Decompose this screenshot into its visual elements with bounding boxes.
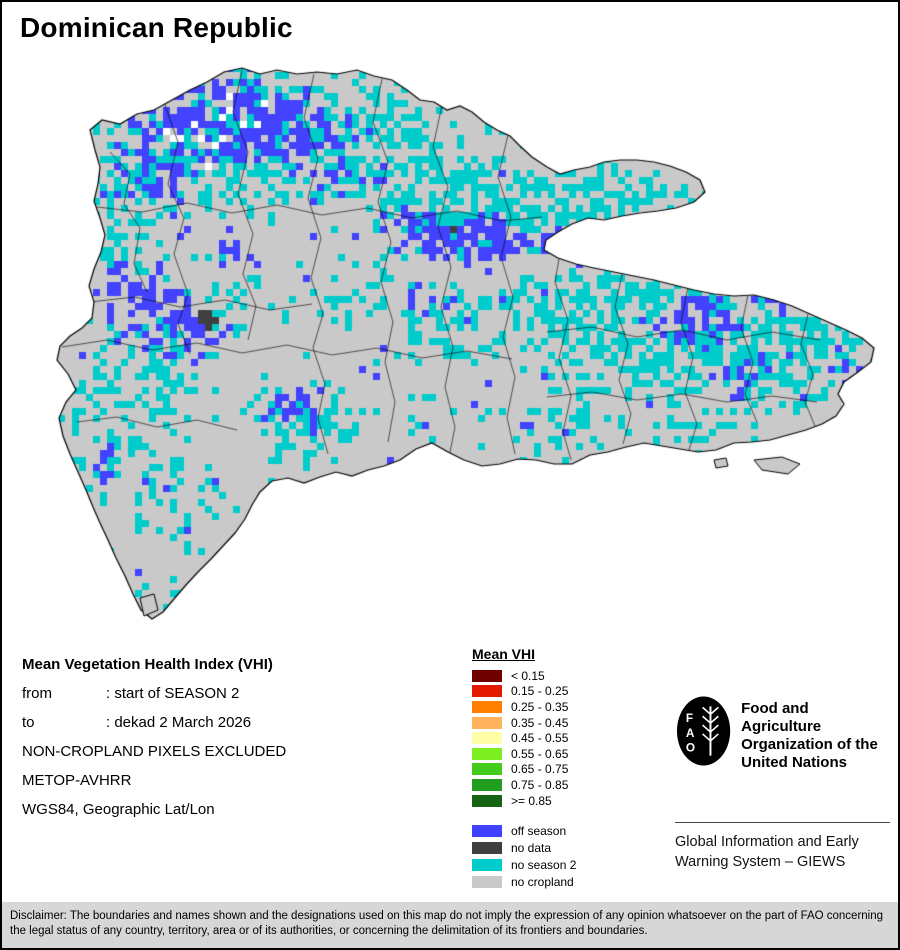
legend-row: 0.75 - 0.85 bbox=[472, 777, 652, 793]
legend-label: >= 0.85 bbox=[511, 793, 552, 808]
fao-name: Food and Agriculture Organization of the… bbox=[741, 700, 890, 772]
legend-swatch bbox=[472, 858, 502, 871]
legend-row: no season 2 bbox=[472, 856, 652, 873]
noncropland-note: NON-CROPLAND PIXELS EXCLUDED bbox=[22, 743, 287, 760]
giews-line-1: Global Information and Early bbox=[675, 834, 859, 850]
giews-name: Global Information and Early Warning Sys… bbox=[675, 832, 890, 872]
legend-label: 0.45 - 0.55 bbox=[511, 731, 569, 746]
legend-swatch bbox=[472, 700, 502, 713]
legend-swatch bbox=[472, 778, 502, 791]
fao-name-line-3: United Nations bbox=[741, 754, 847, 771]
legend-row: no cropland bbox=[472, 873, 652, 890]
to-label: to bbox=[22, 714, 35, 731]
legend-label: < 0.15 bbox=[511, 668, 545, 683]
legend-swatch bbox=[472, 794, 502, 807]
legend-label: 0.55 - 0.65 bbox=[511, 746, 569, 761]
map-metadata-block: Mean Vegetation Health Index (VHI) from:… bbox=[22, 650, 452, 824]
legend: Mean VHI < 0.15 0.15 - 0.25 0.25 - 0.35 0.3… bbox=[472, 646, 652, 890]
sensor-note: METOP-AVHRR bbox=[22, 772, 132, 789]
legend-label: no cropland bbox=[511, 874, 574, 889]
legend-label: 0.75 - 0.85 bbox=[511, 777, 569, 792]
legend-swatch bbox=[472, 685, 502, 698]
from-label: from bbox=[22, 685, 52, 702]
legend-swatch bbox=[472, 763, 502, 776]
org-divider bbox=[675, 822, 890, 823]
metadata-from-line: from : start of SEASON 2 bbox=[22, 679, 452, 708]
fao-logo-letter-a: A bbox=[686, 726, 695, 740]
legend-row: 0.35 - 0.45 bbox=[472, 715, 652, 731]
legend-swatch bbox=[472, 732, 502, 745]
legend-label: 0.65 - 0.75 bbox=[511, 762, 569, 777]
vhi-heading: Mean Vegetation Health Index (VHI) bbox=[22, 656, 273, 673]
legend-row: 0.55 - 0.65 bbox=[472, 746, 652, 762]
legend-swatch bbox=[472, 875, 502, 888]
to-value: : dekad 2 March 2026 bbox=[106, 714, 252, 731]
metadata-to-line: to : dekad 2 March 2026 bbox=[22, 708, 452, 737]
legend-label: no data bbox=[511, 840, 552, 855]
legend-row: 0.25 - 0.35 bbox=[472, 699, 652, 715]
legend-row: 0.15 - 0.25 bbox=[472, 684, 652, 700]
legend-label: 0.15 - 0.25 bbox=[511, 684, 569, 699]
legend-label: 0.35 - 0.45 bbox=[511, 715, 569, 730]
projection-note: WGS84, Geographic Lat/Lon bbox=[22, 801, 215, 818]
legend-swatch bbox=[472, 669, 502, 682]
fao-identity: F A O Food and Agriculture Organization … bbox=[675, 694, 890, 772]
legend-row: 0.45 - 0.55 bbox=[472, 730, 652, 746]
legend-gap bbox=[472, 808, 652, 822]
fao-name-line-2: Organization of the bbox=[741, 736, 878, 753]
legend-label: off season bbox=[511, 823, 567, 838]
organization-block: F A O Food and Agriculture Organization … bbox=[675, 694, 890, 872]
page-title: Dominican Republic bbox=[20, 12, 293, 43]
legend-label: 0.25 - 0.35 bbox=[511, 699, 569, 714]
fao-logo-letter-f: F bbox=[686, 711, 693, 725]
legend-swatch bbox=[472, 841, 502, 854]
legend-row: >= 0.85 bbox=[472, 793, 652, 809]
legend-swatch bbox=[472, 747, 502, 760]
legend-row: < 0.15 bbox=[472, 668, 652, 684]
legend-swatch bbox=[472, 716, 502, 729]
legend-categories: off season no data no season 2 no cropland bbox=[472, 822, 652, 890]
legend-row: 0.65 - 0.75 bbox=[472, 762, 652, 778]
legend-swatch bbox=[472, 824, 502, 837]
from-value: : start of SEASON 2 bbox=[106, 685, 240, 702]
legend-row: no data bbox=[472, 839, 652, 856]
legend-row: off season bbox=[472, 822, 652, 839]
disclaimer-bar: Disclaimer: The boundaries and names sho… bbox=[2, 902, 898, 948]
fao-name-line-1: Food and Agriculture bbox=[741, 700, 822, 735]
legend-title: Mean VHI bbox=[472, 646, 536, 662]
legend-label: no season 2 bbox=[511, 857, 577, 872]
giews-line-2: Warning System – GIEWS bbox=[675, 854, 846, 870]
dominican-republic-map bbox=[2, 2, 898, 662]
fao-logo: F A O bbox=[676, 696, 731, 766]
fao-logo-letter-o: O bbox=[686, 741, 695, 755]
legend-vhi-classes: < 0.15 0.15 - 0.25 0.25 - 0.35 0.35 - 0.45 0… bbox=[472, 668, 652, 808]
